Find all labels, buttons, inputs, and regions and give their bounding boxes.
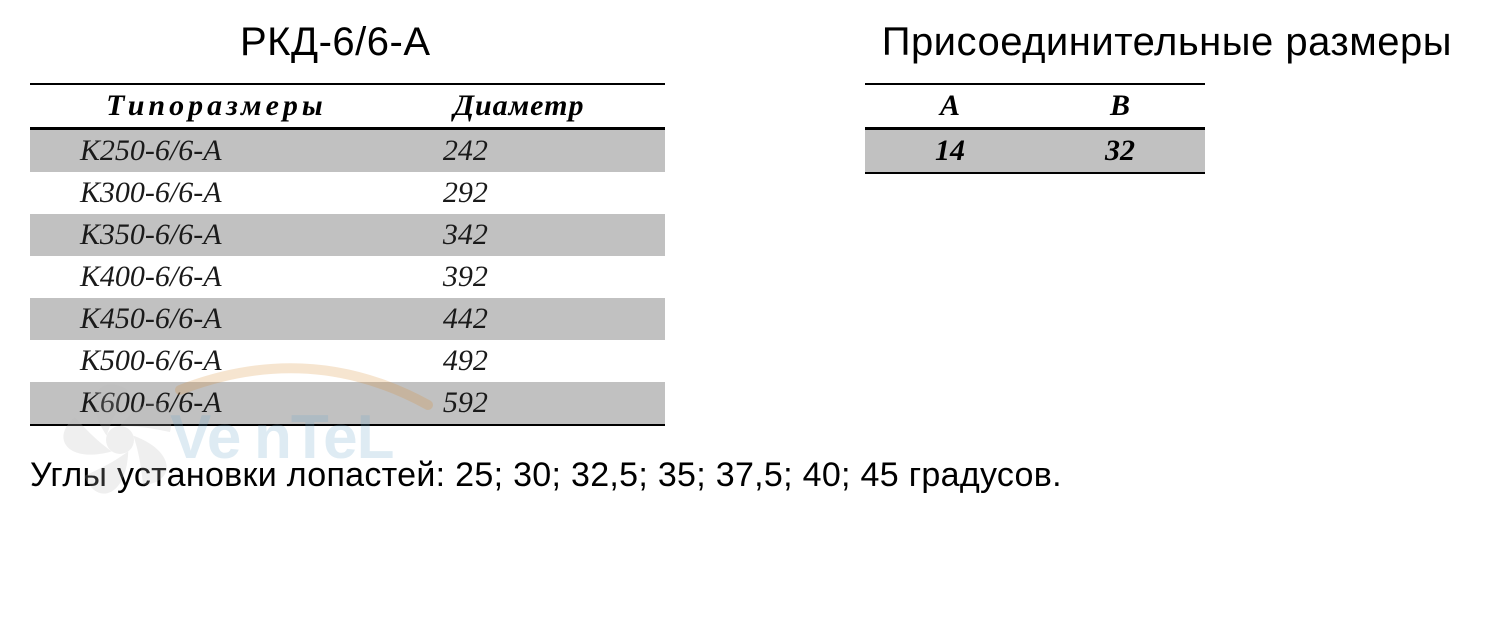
cell-type: К500-6/6-А xyxy=(30,340,373,382)
blade-angles-note: Углы установки лопастей: 25; 30; 32,5; 3… xyxy=(30,456,1462,495)
table2-header-row: A B xyxy=(865,84,1205,129)
title-left: РКД-6/6-А xyxy=(240,20,431,65)
page: Ve nTeL РКД-6/6-А Присоединительные разм… xyxy=(0,0,1492,633)
cell-diameter: 342 xyxy=(373,214,665,256)
table2-col-a: A xyxy=(865,84,1035,129)
table-row: К600-6/6-А 592 xyxy=(30,382,665,425)
cell-type: К250-6/6-А xyxy=(30,129,373,173)
cell-type: К350-6/6-А xyxy=(30,214,373,256)
cell-diameter: 292 xyxy=(373,172,665,214)
connection-sizes-table: A B 14 32 xyxy=(865,83,1205,174)
connection-sizes-wrap: A B 14 32 xyxy=(865,83,1205,174)
title-right: Присоединительные размеры xyxy=(882,20,1452,65)
cell-diameter: 392 xyxy=(373,256,665,298)
cell-diameter: 442 xyxy=(373,298,665,340)
tables-row: Типоразмеры Диаметр К250-6/6-А 242 К300-… xyxy=(30,83,1462,426)
cell-diameter: 492 xyxy=(373,340,665,382)
cell-a: 14 xyxy=(865,129,1035,174)
table-row: К250-6/6-А 242 xyxy=(30,129,665,173)
cell-type: К450-6/6-А xyxy=(30,298,373,340)
cell-b: 32 xyxy=(1035,129,1205,174)
table1-header-row: Типоразмеры Диаметр xyxy=(30,84,665,129)
table-row: К450-6/6-А 442 xyxy=(30,298,665,340)
cell-diameter: 242 xyxy=(373,129,665,173)
table-row: К350-6/6-А 342 xyxy=(30,214,665,256)
table1-col-type: Типоразмеры xyxy=(30,84,373,129)
table-row: К400-6/6-А 392 xyxy=(30,256,665,298)
cell-type: К300-6/6-А xyxy=(30,172,373,214)
table2-col-b: B xyxy=(1035,84,1205,129)
table-row: 14 32 xyxy=(865,129,1205,174)
table-row: К300-6/6-А 292 xyxy=(30,172,665,214)
cell-type: К600-6/6-А xyxy=(30,382,373,425)
table1-col-diameter: Диаметр xyxy=(373,84,665,129)
titles-row: РКД-6/6-А Присоединительные размеры xyxy=(30,20,1462,65)
table-row: К500-6/6-А 492 xyxy=(30,340,665,382)
cell-type: К400-6/6-А xyxy=(30,256,373,298)
type-size-table: Типоразмеры Диаметр К250-6/6-А 242 К300-… xyxy=(30,83,665,426)
cell-diameter: 592 xyxy=(373,382,665,425)
